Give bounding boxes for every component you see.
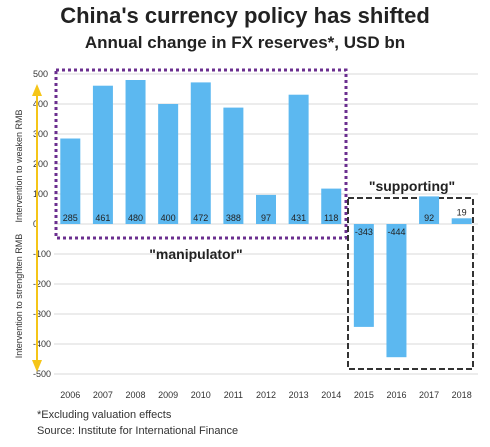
bar-value-label: 97 xyxy=(261,213,271,223)
x-tick-label: 2017 xyxy=(419,390,439,400)
bar-value-label: 472 xyxy=(193,213,208,223)
y-tick-label: 100 xyxy=(33,189,48,199)
bar-chart: 500 400 300 200 100 0 -100 -200 -300 -400 -500 285… xyxy=(14,68,478,400)
bar-value-label: 118 xyxy=(324,213,338,223)
source-note: Source: Institute for International Fina… xyxy=(37,425,239,437)
bar xyxy=(321,188,342,224)
chart-subtitle: Annual change in FX reserves*, USD bn xyxy=(84,33,406,52)
y-tick-label: -100 xyxy=(33,249,51,259)
y-tick-label: 200 xyxy=(33,159,48,169)
x-tick-label: 2010 xyxy=(191,390,211,400)
x-axis-ticks: 2006 2007 2008 2009 2010 2011 2012 2013 2014 2015… xyxy=(60,390,471,400)
bar-value-label: 19 xyxy=(457,207,467,217)
arrow-head-up xyxy=(32,84,42,96)
y-label-upper: Intervention to weaken RMB xyxy=(14,109,24,222)
annotation-manipulator: "manipulator" xyxy=(149,246,242,262)
annotation-supporting: "supporting" xyxy=(369,178,455,194)
y-tick-label: 400 xyxy=(33,99,48,109)
bar-value-label: 461 xyxy=(95,213,110,223)
bar xyxy=(223,107,244,224)
y-tick-label: -200 xyxy=(33,279,51,289)
y-tick-label: 500 xyxy=(33,69,48,79)
y-tick-label: 300 xyxy=(33,129,48,139)
bar-value-label: -343 xyxy=(355,227,373,237)
y-tick-label: -400 xyxy=(33,339,51,349)
x-tick-label: 2011 xyxy=(224,390,243,400)
value-labels: 285 461 480 400 472 388 97 431 118 -343 -444 92 19 xyxy=(63,207,467,237)
bar-value-label: 285 xyxy=(63,213,78,223)
bar xyxy=(419,196,440,224)
bar xyxy=(353,224,374,327)
bars xyxy=(60,80,472,358)
bar xyxy=(125,80,146,224)
bar-value-label: 480 xyxy=(128,213,143,223)
bar-value-label: 400 xyxy=(161,213,176,223)
bar-value-label: 431 xyxy=(291,213,306,223)
bar xyxy=(288,94,309,224)
x-tick-label: 2006 xyxy=(60,390,80,400)
x-tick-label: 2008 xyxy=(126,390,146,400)
bar xyxy=(158,104,179,224)
x-tick-label: 2009 xyxy=(158,390,178,400)
bar xyxy=(60,138,81,224)
y-tick-label: 0 xyxy=(33,219,38,229)
bar xyxy=(190,82,211,225)
chart-title: China's currency policy has shifted xyxy=(60,3,430,28)
bar xyxy=(451,218,472,224)
bar-value-label: 92 xyxy=(424,213,434,223)
x-tick-label: 2013 xyxy=(289,390,309,400)
x-tick-label: 2012 xyxy=(256,390,276,400)
bar-value-label: 388 xyxy=(226,213,241,223)
y-tick-label: -500 xyxy=(33,369,51,379)
bar-value-label: -444 xyxy=(387,227,405,237)
manipulator-box xyxy=(54,68,348,240)
y-axis-arrow xyxy=(32,84,42,372)
x-tick-label: 2014 xyxy=(321,390,341,400)
bar xyxy=(92,85,113,224)
x-tick-label: 2007 xyxy=(93,390,113,400)
bar xyxy=(386,224,407,358)
y-axis-ticks: 500 400 300 200 100 0 -100 -200 -300 -400 -500 xyxy=(33,69,51,379)
x-tick-label: 2015 xyxy=(354,390,374,400)
x-tick-label: 2018 xyxy=(452,390,472,400)
arrow-head-down xyxy=(32,360,42,372)
bar xyxy=(256,194,276,224)
annotation-boxes xyxy=(54,68,474,370)
y-label-lower: Intervention to strenghten RMB xyxy=(14,234,24,359)
supporting-box xyxy=(347,197,474,370)
y-tick-label: -300 xyxy=(33,309,51,319)
x-tick-label: 2016 xyxy=(386,390,406,400)
footnote: *Excluding valuation effects xyxy=(37,409,172,421)
